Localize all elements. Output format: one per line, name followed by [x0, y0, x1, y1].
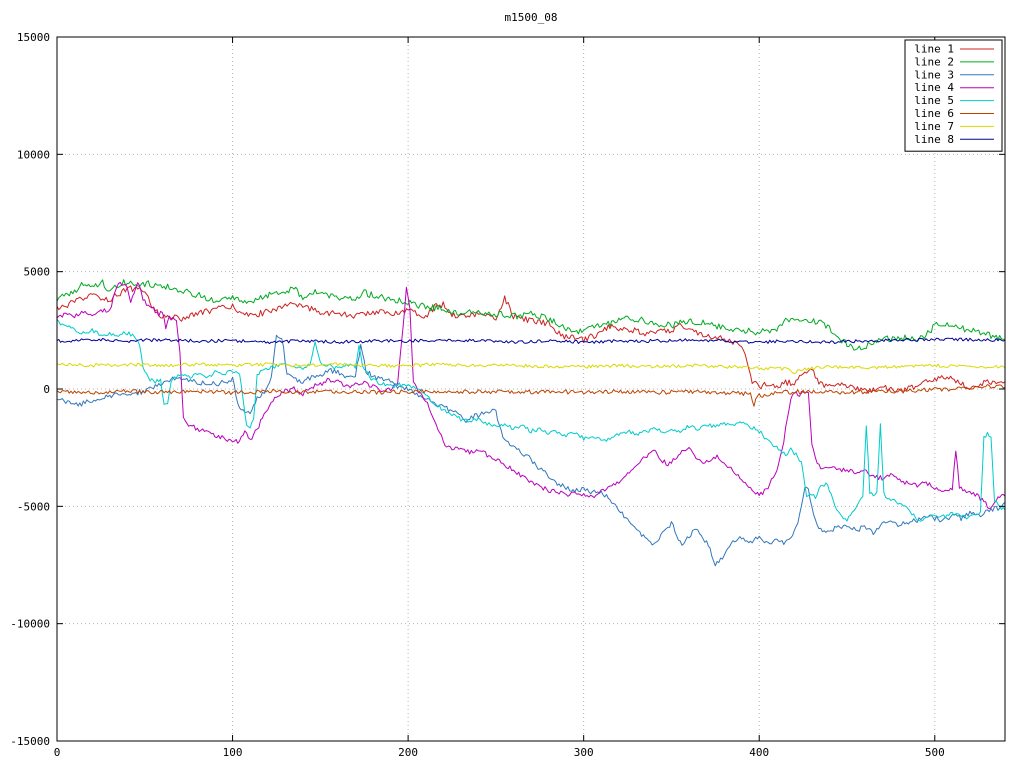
plot-border	[56, 36, 1006, 742]
series-line-3	[56, 334, 1006, 567]
legend-label: line 5	[914, 94, 954, 107]
legend-label: line 4	[914, 81, 954, 94]
y-tick-label: 5000	[24, 266, 51, 279]
legend-label: line 1	[914, 43, 954, 56]
x-tick-label: 300	[574, 746, 594, 759]
series-line-1	[56, 285, 1006, 394]
x-tick-label: 100	[223, 746, 243, 759]
x-tick-label: 400	[749, 746, 769, 759]
series-line-4	[56, 281, 1006, 510]
x-tick-label: 0	[54, 746, 61, 759]
series-line-7	[56, 362, 1006, 375]
y-tick-label: -15000	[10, 735, 50, 748]
plot-group: 0 100 200 300 400 500 -15000 -10000 -5000 0 5000 10…	[10, 31, 1006, 759]
x-tick-label: 200	[398, 746, 418, 759]
chart-title: m1500_08	[505, 11, 558, 24]
series-line-6	[56, 384, 1006, 407]
legend-label: line 7	[914, 120, 954, 133]
y-tick-label: 0	[43, 383, 50, 396]
y-tick-label: 10000	[17, 148, 50, 161]
legend-box	[904, 39, 1003, 152]
legend-label: line 6	[914, 107, 954, 120]
series-line-2	[56, 279, 1006, 351]
y-tick-label: -10000	[10, 618, 50, 631]
x-tick-label: 500	[925, 746, 945, 759]
legend-label: line 2	[914, 55, 954, 68]
legend-label: line 3	[914, 68, 954, 81]
legend-label: line 8	[914, 133, 954, 146]
series-line-8	[56, 337, 1006, 345]
y-tick-label: 15000	[17, 31, 50, 44]
series-line-5	[56, 318, 1006, 522]
y-tick-label: -5000	[17, 500, 50, 513]
